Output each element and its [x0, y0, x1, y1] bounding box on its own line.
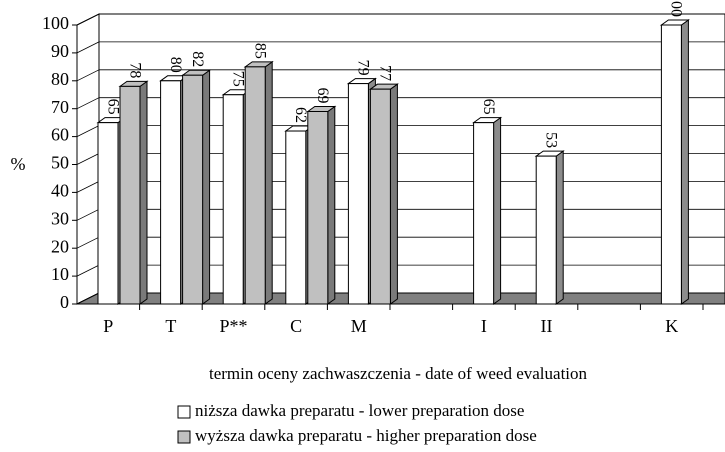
legend-swatch — [177, 430, 191, 444]
y-axis-title: % — [11, 154, 26, 174]
grid-line — [76, 97, 100, 110]
x-tick-label: C — [290, 316, 302, 336]
data-label: 53 — [543, 132, 560, 148]
y-tick-label: 60 — [51, 125, 69, 145]
bar — [473, 122, 495, 305]
x-tick-label: II — [541, 316, 553, 336]
bar — [97, 122, 119, 305]
bar — [119, 85, 141, 305]
bar-side — [680, 19, 689, 305]
y-tick-label: 10 — [51, 264, 69, 284]
x-tick-label: T — [165, 316, 176, 336]
y-tick-label: 40 — [51, 181, 69, 201]
x-tick-label: P** — [219, 316, 247, 336]
data-label: 69 — [314, 87, 331, 103]
legend-label: wyższa dawka preparatu - higher preparat… — [195, 426, 537, 445]
data-label: 65 — [480, 99, 497, 115]
bar-side — [389, 83, 398, 305]
bar — [244, 66, 266, 305]
grid-line — [76, 69, 100, 82]
data-label: 65 — [104, 99, 121, 115]
x-tick-label: I — [481, 316, 487, 336]
x-tick-label: M — [351, 316, 367, 336]
bar — [535, 155, 557, 305]
y-tick-label: 20 — [51, 236, 69, 256]
data-label: 62 — [292, 107, 309, 123]
bar — [347, 83, 369, 305]
grid-line — [76, 208, 100, 221]
x-tick-label: K — [665, 316, 678, 336]
data-label: 78 — [126, 62, 143, 78]
y-tick-label: 100 — [42, 13, 69, 33]
y-tick-label: 70 — [51, 97, 69, 117]
y-tick-label: 80 — [51, 69, 69, 89]
data-label: 82 — [189, 51, 206, 67]
bar — [160, 80, 182, 305]
bar — [285, 130, 307, 305]
bar-side — [139, 80, 148, 305]
bar — [222, 94, 244, 305]
bar — [307, 110, 329, 305]
grid-line — [76, 125, 100, 137]
grid-line — [76, 181, 100, 193]
bar-side — [493, 116, 502, 305]
data-label: 79 — [355, 60, 372, 76]
bar-side — [327, 105, 336, 305]
y-tick-label: 90 — [51, 41, 69, 61]
data-label: 75 — [230, 71, 247, 87]
data-label: 100 — [668, 0, 685, 17]
bar — [660, 24, 682, 305]
bar-side — [202, 69, 211, 305]
grid-line — [76, 13, 100, 26]
data-label: 85 — [252, 43, 269, 59]
x-tick-label: P — [103, 316, 113, 336]
bar-side — [264, 60, 273, 305]
grid-line — [76, 41, 100, 54]
y-tick-label: 50 — [51, 153, 69, 173]
grid-line — [76, 153, 100, 165]
y-tick-label: 0 — [60, 292, 69, 312]
legend-swatch — [177, 405, 191, 419]
bar — [182, 74, 204, 305]
bar — [369, 88, 391, 305]
x-axis-title: termin oceny zachwaszczenia - date of we… — [209, 364, 588, 383]
legend-label: niższa dawka preparatu - lower preparati… — [195, 401, 524, 420]
y-tick-label: 30 — [51, 208, 69, 228]
data-label: 77 — [377, 65, 394, 81]
data-label: 80 — [167, 57, 184, 73]
bar-side — [555, 150, 564, 305]
grid-line — [76, 236, 100, 249]
grid-line — [76, 264, 100, 277]
